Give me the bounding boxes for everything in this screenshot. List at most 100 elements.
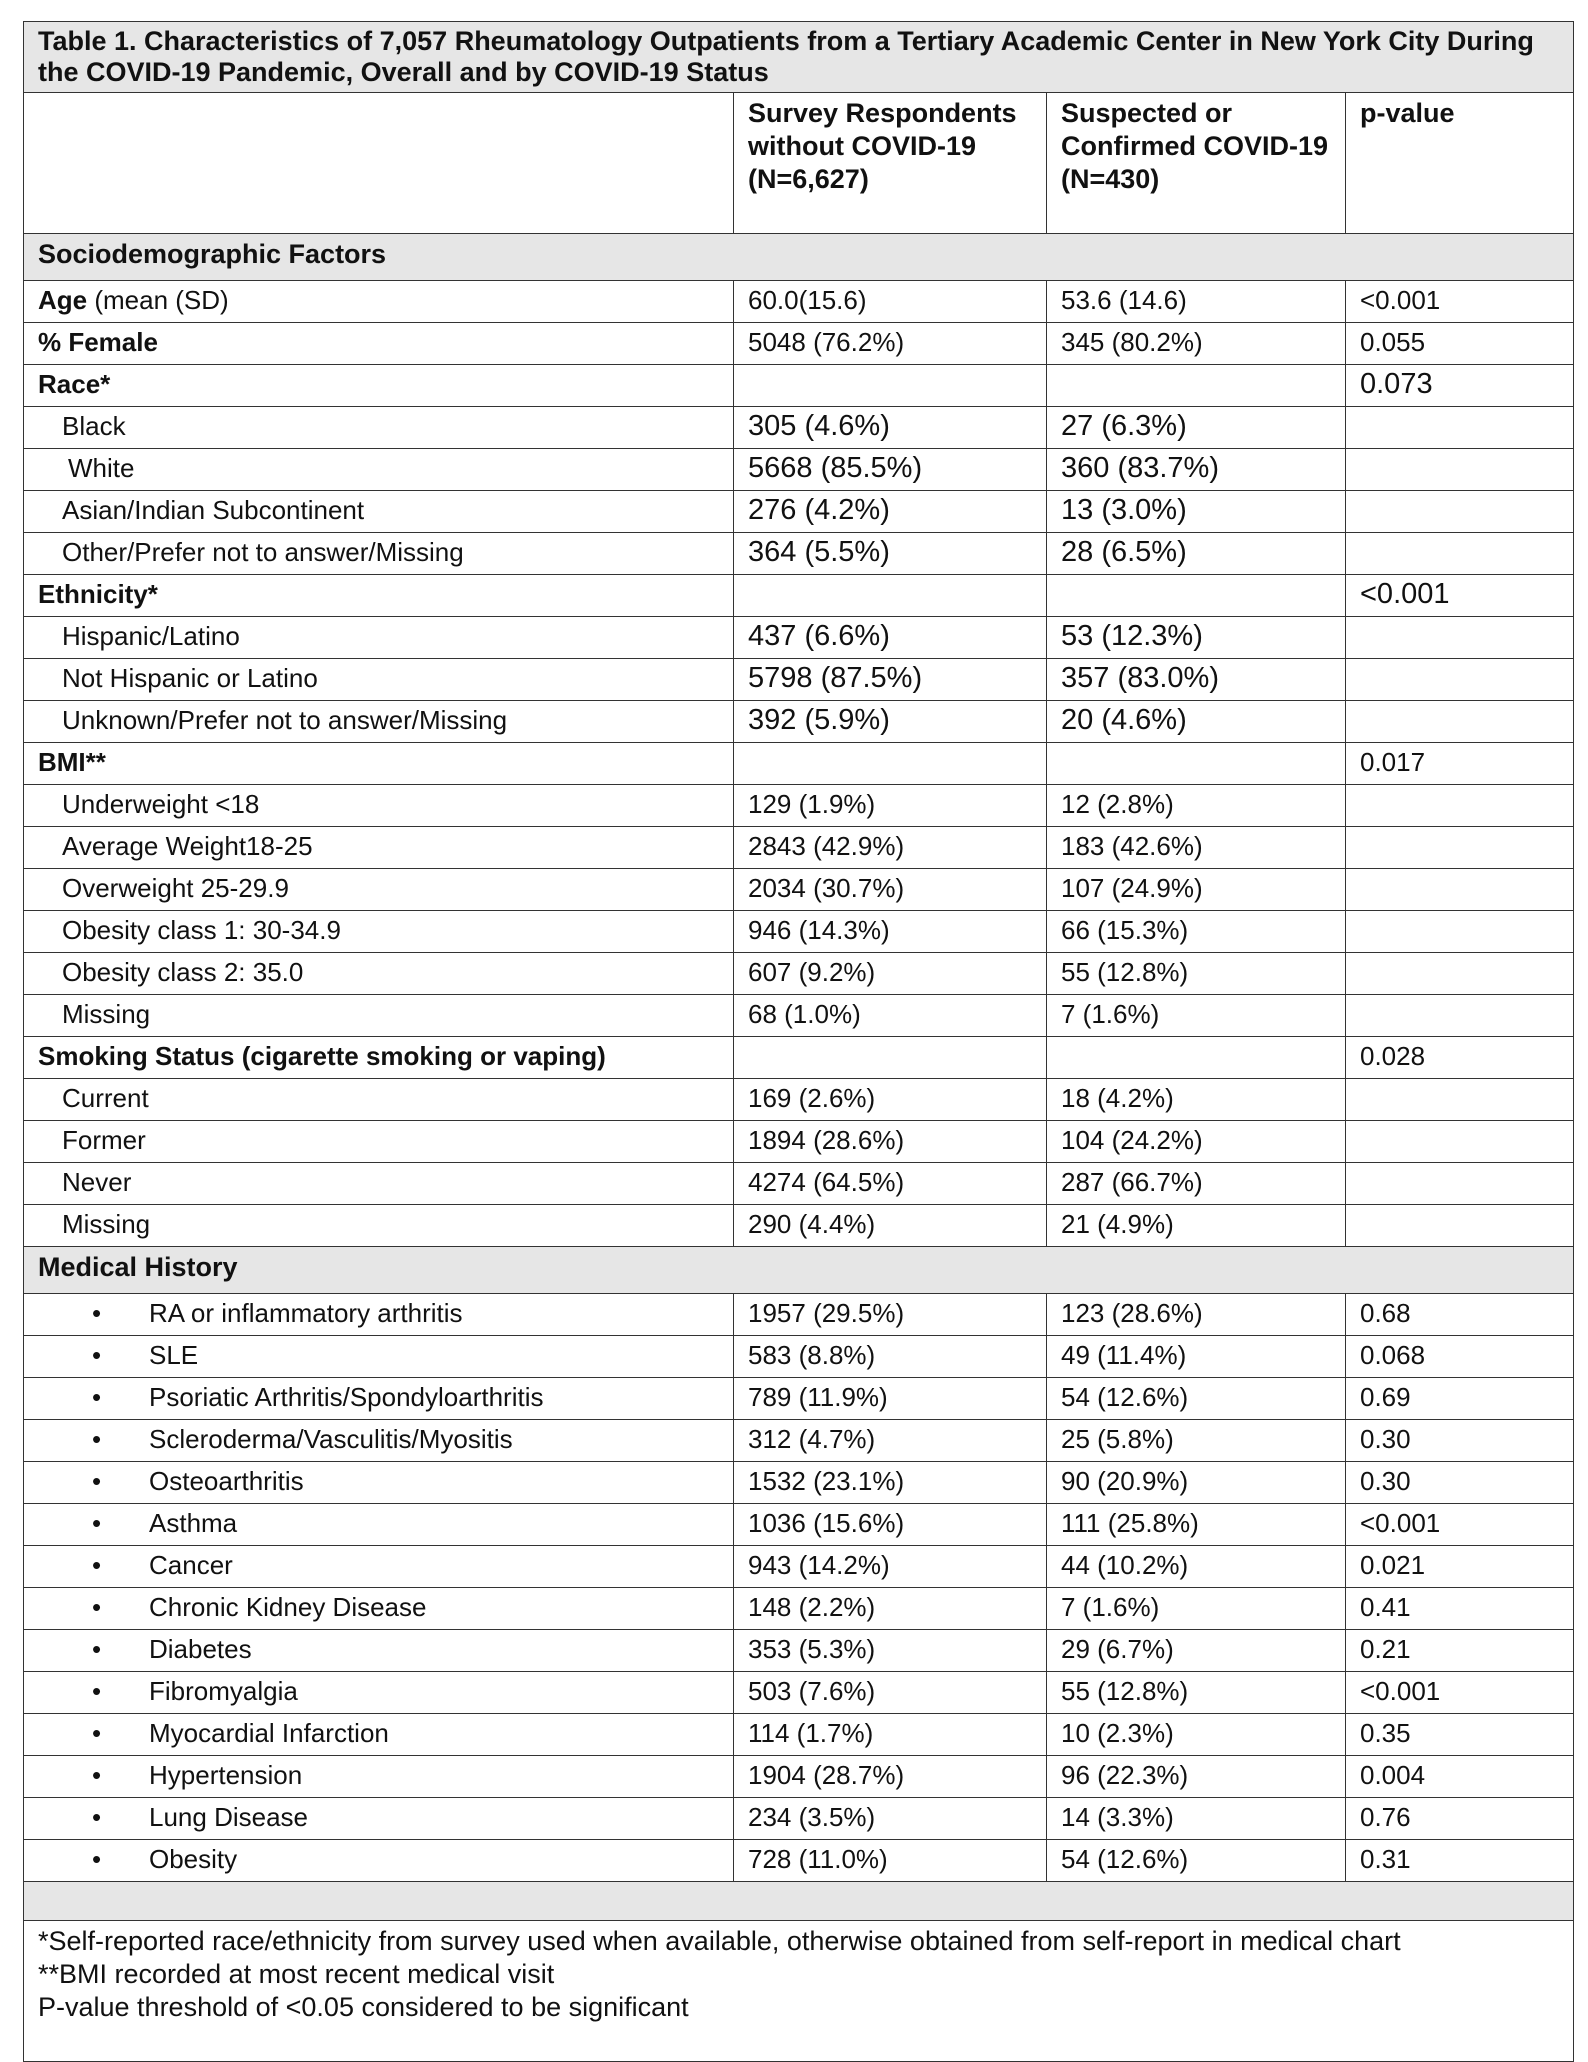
value-with-covid: 28 (6.5%) <box>1046 532 1346 575</box>
p-value <box>1345 952 1574 995</box>
row-label-text: Lung Disease <box>149 1802 308 1832</box>
table-row: Other/Prefer not to answer/Missing 364 (5… <box>23 532 1574 575</box>
value-without-covid: 392 (5.9%) <box>733 700 1047 743</box>
row-label: Obesity class 1: 30-34.9 <box>23 910 734 953</box>
row-label: Missing <box>23 1204 734 1247</box>
p-value: 0.21 <box>1345 1629 1574 1672</box>
row-label: Former <box>23 1120 734 1163</box>
value-with-covid: 29 (6.7%) <box>1046 1629 1346 1672</box>
table-row: Race* 0.073 <box>23 364 1574 407</box>
bullet-icon: • <box>92 1634 102 1664</box>
value-with-covid: 360 (83.7%) <box>1046 448 1346 491</box>
row-label-bold: Smoking Status (cigarette smoking or vap… <box>38 1041 606 1071</box>
value-with-covid: 96 (22.3%) <box>1046 1755 1346 1798</box>
row-label: • Lung Disease <box>23 1797 734 1840</box>
row-label: • Obesity <box>23 1839 734 1882</box>
value-without-covid <box>733 364 1047 407</box>
value-with-covid: 345 (80.2%) <box>1046 322 1346 365</box>
value-without-covid: 60.0(15.6) <box>733 280 1047 323</box>
row-label-text: Osteoarthritis <box>149 1466 304 1496</box>
table-row: Hispanic/Latino 437 (6.6%) 53 (12.3%) <box>23 616 1574 659</box>
row-label: Not Hispanic or Latino <box>23 658 734 701</box>
value-without-covid: 728 (11.0%) <box>733 1839 1047 1882</box>
row-label: Ethnicity* <box>23 574 734 617</box>
value-with-covid: 18 (4.2%) <box>1046 1078 1346 1121</box>
row-label-text: SLE <box>149 1340 199 1370</box>
value-without-covid: 129 (1.9%) <box>733 784 1047 827</box>
header-p-value: p-value <box>1345 92 1574 234</box>
bullet-icon: • <box>92 1592 102 1622</box>
p-value <box>1345 700 1574 743</box>
p-value: 0.055 <box>1345 322 1574 365</box>
row-label-text: Obesity <box>149 1844 238 1874</box>
value-without-covid: 4274 (64.5%) <box>733 1162 1047 1205</box>
table-row: Black 305 (4.6%) 27 (6.3%) <box>23 406 1574 449</box>
row-label-rest: (mean (SD) <box>87 285 229 315</box>
value-with-covid <box>1046 364 1346 407</box>
row-label: Age (mean (SD) <box>23 280 734 323</box>
table-row: • Fibromyalgia 503 (7.6%) 55 (12.8%) <0.001 <box>23 1671 1574 1714</box>
row-label: • Scleroderma/Vasculitis/Myositis <box>23 1419 734 1462</box>
table-row: • Lung Disease 234 (3.5%) 14 (3.3%) 0.76 <box>23 1797 1574 1840</box>
p-value: 0.028 <box>1345 1036 1574 1079</box>
value-with-covid: 20 (4.6%) <box>1046 700 1346 743</box>
table-row: • SLE 583 (8.8%) 49 (11.4%) 0.068 <box>23 1335 1574 1378</box>
row-label-text: Scleroderma/Vasculitis/Myositis <box>149 1424 513 1454</box>
table-row: Unknown/Prefer not to answer/Missing 392 … <box>23 700 1574 743</box>
p-value: 0.021 <box>1345 1545 1574 1588</box>
p-value <box>1345 532 1574 575</box>
table-row: Not Hispanic or Latino 5798 (87.5%) 357 (8… <box>23 658 1574 701</box>
value-with-covid: 53 (12.3%) <box>1046 616 1346 659</box>
value-without-covid: 5668 (85.5%) <box>733 448 1047 491</box>
row-label: • Chronic Kidney Disease <box>23 1587 734 1630</box>
value-without-covid: 148 (2.2%) <box>733 1587 1047 1630</box>
bullet-icon: • <box>92 1424 102 1454</box>
value-without-covid: 364 (5.5%) <box>733 532 1047 575</box>
row-label: Missing <box>23 994 734 1037</box>
value-without-covid: 437 (6.6%) <box>733 616 1047 659</box>
table-row: • Hypertension 1904 (28.7%) 96 (22.3%) 0.004 <box>23 1755 1574 1798</box>
value-with-covid: 357 (83.0%) <box>1046 658 1346 701</box>
table-row: BMI** 0.017 <box>23 742 1574 785</box>
row-label-text: Psoriatic Arthritis/Spondyloarthritis <box>149 1382 544 1412</box>
characteristics-table: Table 1. Characteristics of 7,057 Rheuma… <box>23 21 1574 2062</box>
value-without-covid: 2034 (30.7%) <box>733 868 1047 911</box>
value-with-covid: 13 (3.0%) <box>1046 490 1346 533</box>
p-value: <0.001 <box>1345 574 1574 617</box>
table-row: • Diabetes 353 (5.3%) 29 (6.7%) 0.21 <box>23 1629 1574 1672</box>
p-value <box>1345 994 1574 1037</box>
row-label: • Asthma <box>23 1503 734 1546</box>
row-label-bold: Age <box>38 285 88 315</box>
bullet-icon: • <box>92 1382 102 1412</box>
table-title-row: Table 1. Characteristics of 7,057 Rheuma… <box>23 21 1574 93</box>
value-with-covid: 54 (12.6%) <box>1046 1377 1346 1420</box>
bullet-icon: • <box>92 1340 102 1370</box>
bullet-icon: • <box>92 1802 102 1832</box>
p-value <box>1345 1078 1574 1121</box>
row-label: % Female <box>23 322 734 365</box>
value-with-covid: 7 (1.6%) <box>1046 994 1346 1037</box>
p-value: <0.001 <box>1345 280 1574 323</box>
footnote: *Self-reported race/ethnicity from surve… <box>38 1926 1401 1956</box>
row-label-text: Fibromyalgia <box>149 1676 298 1706</box>
row-label: Race* <box>23 364 734 407</box>
table-row: • Scleroderma/Vasculitis/Myositis 312 (4.7… <box>23 1419 1574 1462</box>
value-without-covid: 276 (4.2%) <box>733 490 1047 533</box>
row-label: Underweight <18 <box>23 784 734 827</box>
table-row: Obesity class 1: 30-34.9 946 (14.3%) 66 (1… <box>23 910 1574 953</box>
table-row: Former 1894 (28.6%) 104 (24.2%) <box>23 1120 1574 1163</box>
row-label: Smoking Status (cigarette smoking or vap… <box>23 1036 734 1079</box>
value-without-covid: 290 (4.4%) <box>733 1204 1047 1247</box>
section-sociodemographic: Sociodemographic Factors <box>23 233 1574 281</box>
p-value <box>1345 658 1574 701</box>
value-without-covid: 234 (3.5%) <box>733 1797 1047 1840</box>
row-label-bold: Race* <box>38 369 111 399</box>
row-label: Black <box>23 406 734 449</box>
p-value: 0.68 <box>1345 1293 1574 1336</box>
value-with-covid <box>1046 574 1346 617</box>
value-with-covid: 66 (15.3%) <box>1046 910 1346 953</box>
value-without-covid <box>733 574 1047 617</box>
table-row: Average Weight18-25 2843 (42.9%) 183 (42.6… <box>23 826 1574 869</box>
blank-cell <box>23 1881 1574 1921</box>
value-with-covid: 49 (11.4%) <box>1046 1335 1346 1378</box>
